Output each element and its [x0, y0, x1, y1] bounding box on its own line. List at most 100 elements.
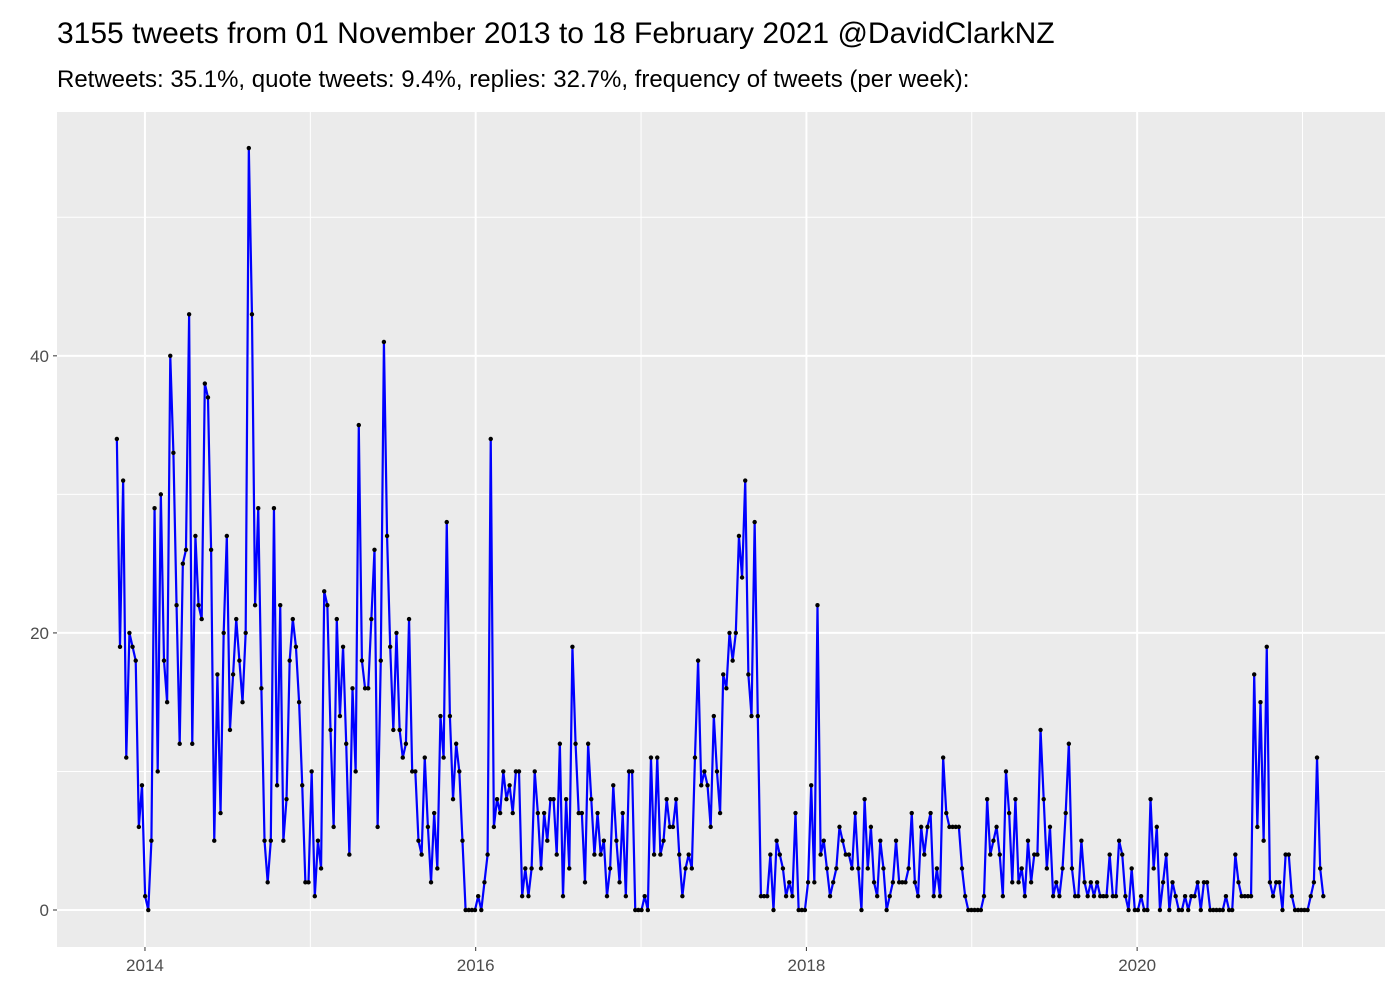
data-point	[843, 852, 848, 857]
data-point	[548, 796, 553, 802]
data-point	[1317, 866, 1323, 871]
data-point	[573, 741, 578, 746]
data-point	[523, 866, 528, 871]
data-point	[234, 616, 239, 622]
data-point	[626, 769, 632, 774]
data-point	[1054, 880, 1059, 885]
data-point	[350, 686, 355, 691]
data-point	[934, 866, 940, 871]
data-point	[956, 824, 962, 830]
data-point	[802, 907, 808, 913]
data-point	[658, 852, 663, 857]
data-point	[1113, 893, 1119, 899]
data-point	[1126, 907, 1131, 913]
data-point	[639, 907, 644, 913]
data-point	[1085, 893, 1090, 899]
data-point	[991, 838, 996, 843]
data-point	[805, 880, 811, 885]
data-point	[180, 561, 186, 566]
data-point	[120, 478, 126, 483]
data-point	[139, 783, 145, 788]
data-point	[526, 893, 531, 899]
data-point	[670, 824, 676, 830]
data-point	[146, 907, 151, 913]
x-tick-label: 2016	[457, 956, 495, 975]
data-point	[607, 866, 613, 871]
data-point	[428, 880, 434, 885]
data-point	[1032, 852, 1037, 857]
data-point	[922, 852, 927, 857]
data-point	[1233, 852, 1238, 857]
data-point	[497, 810, 503, 816]
data-point	[529, 866, 534, 871]
data-point	[1195, 880, 1200, 885]
data-point	[994, 824, 999, 830]
data-point	[1204, 880, 1210, 885]
data-point	[1151, 866, 1156, 871]
data-point	[1132, 907, 1138, 913]
data-point	[221, 630, 226, 636]
data-point	[127, 630, 132, 636]
data-point	[950, 824, 955, 830]
data-point	[721, 672, 726, 677]
data-point	[1076, 893, 1081, 899]
data-point	[362, 686, 368, 691]
data-point	[403, 741, 409, 746]
data-point	[337, 713, 343, 719]
data-point	[444, 519, 449, 525]
data-point	[1088, 880, 1094, 885]
data-point	[1299, 907, 1304, 913]
data-point	[353, 769, 358, 774]
data-point	[381, 339, 387, 345]
data-point	[413, 769, 418, 774]
data-point	[347, 852, 352, 857]
data-point	[856, 866, 861, 871]
data-point	[780, 866, 786, 871]
x-tick-label: 2014	[126, 956, 164, 975]
data-point	[868, 824, 874, 830]
data-point	[463, 907, 468, 913]
data-point	[560, 893, 566, 899]
data-point	[1091, 893, 1097, 899]
data-point	[193, 533, 198, 539]
data-point	[1179, 907, 1185, 913]
data-point	[1261, 838, 1266, 843]
data-point	[535, 810, 541, 816]
data-point	[1201, 880, 1207, 885]
data-point	[419, 852, 424, 857]
data-point	[846, 852, 852, 857]
data-point	[799, 907, 804, 913]
data-point	[318, 866, 324, 871]
data-point	[271, 506, 277, 511]
data-point	[837, 824, 842, 830]
data-point	[774, 838, 779, 843]
data-point	[130, 644, 135, 649]
data-point	[755, 713, 760, 719]
data-point	[1038, 727, 1043, 733]
data-point	[695, 658, 701, 663]
data-point	[896, 880, 902, 885]
data-point	[984, 796, 990, 802]
data-point	[604, 893, 610, 899]
data-point	[1252, 672, 1257, 677]
data-point	[906, 866, 911, 871]
data-point	[711, 713, 717, 719]
data-point	[208, 547, 214, 552]
data-point	[246, 145, 252, 151]
data-point	[394, 630, 399, 636]
data-point	[328, 727, 333, 733]
data-point	[1280, 907, 1285, 913]
plot-panel	[57, 112, 1385, 947]
data-point	[450, 796, 456, 802]
data-point	[849, 866, 855, 871]
data-point	[532, 769, 537, 774]
data-point	[400, 755, 405, 760]
data-point	[582, 880, 588, 885]
data-point	[1245, 893, 1251, 899]
data-point	[469, 907, 475, 913]
data-point	[325, 603, 330, 608]
data-point	[859, 907, 864, 913]
data-point	[900, 880, 905, 885]
data-point	[830, 880, 836, 885]
